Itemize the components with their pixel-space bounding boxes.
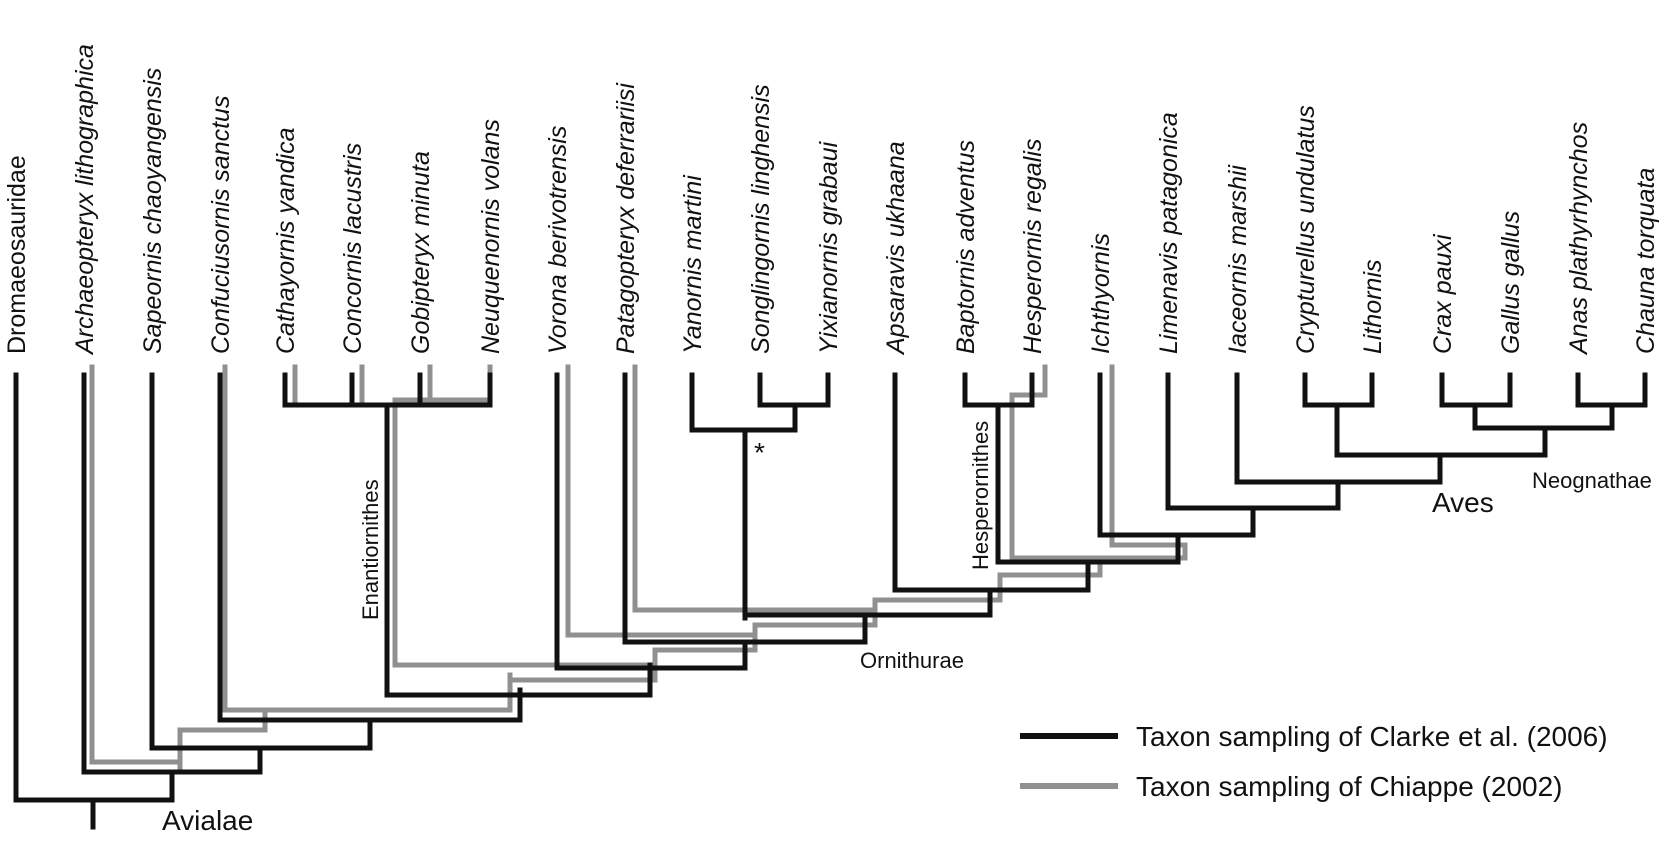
asterisk-marker: * [754, 437, 765, 468]
taxon-label: Ichthyornis [1087, 233, 1115, 354]
legend: Taxon sampling of Clarke et al. (2006) T… [1020, 721, 1608, 802]
taxon-label: Lithornis [1359, 260, 1387, 355]
black-branch [689, 372, 798, 433]
taxon-label: Confuciusornis sanctus [207, 96, 235, 354]
taxon-label: Anas plathyrhynchos [1565, 122, 1593, 356]
taxon-label: Yanornis martini [679, 174, 707, 354]
gray-branch [392, 364, 493, 403]
black-branch [1334, 402, 1548, 458]
black-branch [1439, 372, 1513, 408]
chiappe-2002-tree [89, 364, 1188, 775]
taxon-label: Yixianornis grabaui [815, 140, 843, 354]
gray-branch [565, 364, 758, 638]
taxon-label: Crypturellus undulatus [1292, 105, 1320, 354]
clade-label-hesperornithes: Hesperornithes [968, 421, 993, 570]
taxon-label: Apsaravis ukhaana [882, 141, 910, 356]
clade-label-ornithurae: Ornithurae [860, 648, 964, 673]
black-branch [384, 402, 653, 698]
legend-gray-label: Taxon sampling of Chiappe (2002) [1136, 771, 1562, 802]
gray-branch [632, 364, 878, 613]
gray-branch [222, 672, 513, 713]
black-branch [1472, 402, 1615, 431]
black-branch [282, 372, 493, 408]
taxon-label: Baptornis adventus [952, 140, 980, 354]
black-branch [742, 587, 993, 621]
taxon-label: Cathayornis yandica [272, 127, 300, 354]
clade-label-avialae: Avialae [162, 805, 253, 836]
black-branch [217, 372, 523, 723]
clarke-2006-tree [13, 372, 1648, 830]
clade-label-enantiornithes: Enantiornithes [358, 479, 383, 620]
gray-branch [1009, 392, 1103, 561]
taxon-label: Chauna torquata [1632, 168, 1660, 354]
taxon-label: Crax pauxi [1429, 233, 1457, 354]
gray-branch [177, 727, 268, 765]
black-branch [81, 372, 263, 775]
black-branch [554, 372, 748, 671]
taxon-label: Dromaeosauridae [3, 155, 31, 354]
black-branch [892, 372, 1091, 593]
taxon-label: Neuquenornis volans [477, 119, 505, 354]
taxon-label: Gobipteryx minuta [407, 151, 435, 354]
taxon-label: Limenavis patagonica [1155, 112, 1183, 354]
gray-branch [1097, 542, 1188, 561]
clade-label-aves: Aves [1432, 487, 1494, 518]
black-branch [757, 372, 831, 408]
black-branch [622, 372, 868, 645]
gray-branch [222, 364, 268, 733]
gray-branch [652, 632, 758, 663]
taxon-label: Patagopteryx deferrariisi [612, 82, 640, 354]
taxon-label: Concornis lacustris [339, 143, 367, 354]
taxon-label: Gallus gallus [1497, 211, 1525, 354]
taxon-label: Songlingornis linghensis [747, 84, 775, 354]
legend-black-label: Taxon sampling of Clarke et al. (2006) [1136, 721, 1608, 752]
black-branch [1097, 372, 1256, 538]
gray-branch [392, 397, 658, 668]
clade-label-neognathae: Neognathae [1532, 468, 1652, 493]
gray-branch [1009, 364, 1048, 398]
taxon-label: Vorona berivotrensis [544, 126, 572, 354]
black-branch [149, 372, 373, 751]
taxon-label: Sapeornis chaoyangensis [139, 68, 167, 354]
gray-branch [1109, 364, 1188, 548]
black-branch [1234, 372, 1443, 485]
gray-branch [89, 364, 183, 775]
black-branch [1575, 372, 1648, 408]
taxon-labels: Dromaeosauridae Archaeopteryx lithographi… [3, 44, 1660, 356]
black-branch [1165, 372, 1341, 511]
taxon-label: Hesperornis regalis [1019, 139, 1047, 354]
taxon-label: Archaeopteryx lithographica [71, 44, 99, 356]
black-branch [995, 402, 1181, 565]
taxon-label: Iaceornis marshii [1224, 164, 1252, 354]
black-branch [962, 372, 1035, 408]
black-branch [1302, 372, 1375, 408]
